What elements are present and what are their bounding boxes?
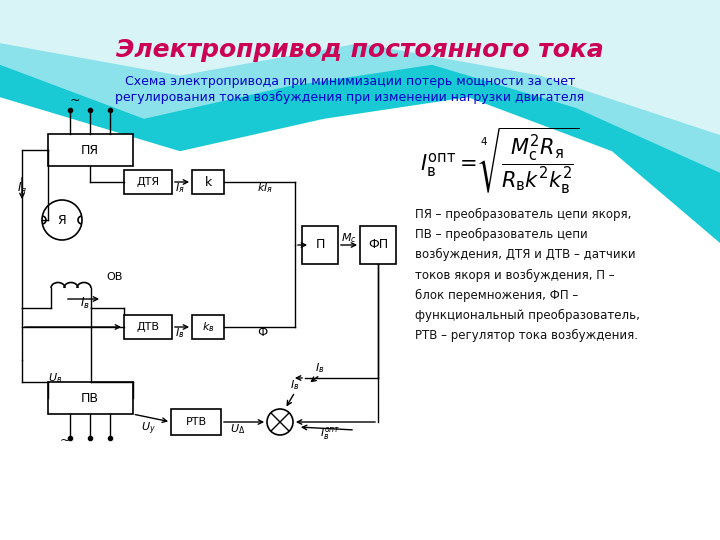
Text: $U_в$: $U_в$	[48, 371, 62, 385]
Bar	[48, 134, 132, 166]
Text: $I_{\rm в}^{\rm опт} = \sqrt[4]{\dfrac{M_{\rm c}^2 R_{\rm я}}{R_{\rm в} k^2 k_{\: $I_{\rm в}^{\rm опт} = \sqrt[4]{\dfrac{M…	[420, 125, 580, 195]
Text: $I_в$: $I_в$	[175, 326, 185, 340]
Text: $I_в$: $I_в$	[290, 378, 300, 392]
Text: ~: ~	[60, 434, 71, 447]
Text: регулирования тока возбуждения при изменении нагрузки двигателя: регулирования тока возбуждения при измен…	[115, 91, 585, 104]
Text: $I_я$: $I_я$	[175, 181, 185, 195]
Text: РТВ: РТВ	[186, 417, 207, 427]
Bar	[124, 315, 172, 339]
Text: ОВ: ОВ	[107, 272, 123, 282]
Text: ~: ~	[70, 94, 80, 107]
Bar	[360, 226, 396, 264]
Bar	[48, 382, 132, 414]
Bar	[302, 226, 338, 264]
Text: ДТЯ: ДТЯ	[136, 177, 160, 187]
Text: $I_в$: $I_в$	[80, 295, 90, 310]
Text: $U_у$: $U_у$	[140, 421, 156, 437]
Polygon shape	[0, 0, 720, 135]
Text: $k_в$: $k_в$	[202, 320, 215, 334]
Polygon shape	[0, 0, 720, 173]
Text: k: k	[204, 176, 212, 188]
Bar	[171, 409, 221, 435]
Text: $kI_я$: $kI_я$	[257, 181, 273, 195]
Polygon shape	[0, 0, 720, 243]
Text: П: П	[315, 239, 325, 252]
Text: $U_\Delta$: $U_\Delta$	[230, 422, 246, 436]
Bar	[124, 170, 172, 194]
Bar	[192, 170, 224, 194]
Text: ПВ: ПВ	[81, 392, 99, 404]
Text: ДТВ: ДТВ	[137, 322, 160, 332]
Text: Я: Я	[58, 213, 66, 226]
Text: $I_в^{опт}$: $I_в^{опт}$	[320, 426, 341, 442]
Text: ПЯ – преобразователь цепи якоря,
ПВ – преобразователь цепи
возбуждения, ДТЯ и ДТ: ПЯ – преобразователь цепи якоря, ПВ – пр…	[415, 208, 640, 342]
Text: $I_в$: $I_в$	[315, 361, 325, 375]
Text: $I_я$: $I_я$	[17, 180, 27, 195]
Text: $M_c$: $M_c$	[341, 231, 357, 245]
Text: ФП: ФП	[368, 239, 388, 252]
Text: Схема электропривода при минимизации потерь мощности за счет: Схема электропривода при минимизации пот…	[125, 76, 575, 89]
Bar	[192, 315, 224, 339]
Text: Электропривод постоянного тока: Электропривод постоянного тока	[116, 38, 604, 62]
Text: ПЯ: ПЯ	[81, 144, 99, 157]
Text: Ф: Ф	[257, 327, 267, 340]
